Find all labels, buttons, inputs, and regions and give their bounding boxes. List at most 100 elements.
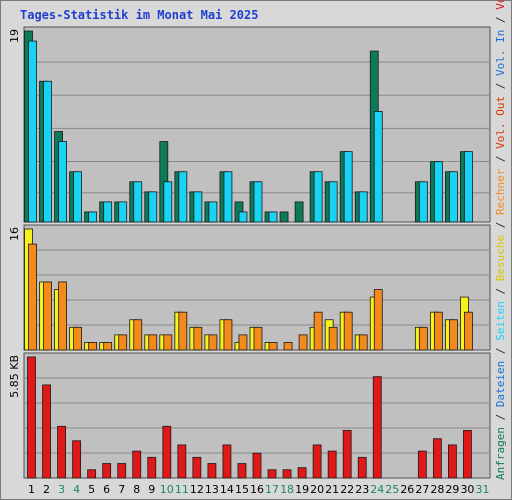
bar-rechner-day-6 [103, 342, 113, 351]
bar-volumen-day-5 [87, 469, 97, 479]
bar-seiten-day-21 [328, 181, 338, 223]
bar-rechner-day-13 [208, 334, 218, 351]
bar-volumen-day-8 [132, 450, 142, 479]
bar-volumen-day-9 [147, 456, 157, 479]
bar-rechner-day-27 [418, 326, 428, 351]
bar-volumen-day-3 [57, 425, 66, 479]
bar-seiten-day-9 [148, 191, 158, 223]
day-label: 15 [235, 483, 249, 496]
bar-volumen-day-11 [177, 444, 187, 479]
day-label: 12 [190, 483, 204, 496]
bar-rechner-day-23 [358, 334, 368, 351]
legend-entry: / [494, 407, 507, 427]
day-label: 25 [385, 483, 399, 496]
day-label: 20 [310, 483, 324, 496]
bar-seiten-day-7 [118, 201, 128, 223]
bar-seiten-day-17 [268, 211, 278, 223]
bar-volumen-day-24 [372, 376, 382, 479]
legend-entry: Anfragen [494, 427, 507, 480]
bar-volumen-day-17 [267, 469, 277, 479]
bar-volumen-day-16 [252, 452, 262, 479]
bar-volumen-day-28 [432, 438, 442, 479]
bar-seiten-day-20 [313, 171, 323, 223]
bar-seiten-day-3 [58, 141, 67, 223]
day-label: 7 [118, 483, 125, 496]
bar-rechner-day-17 [268, 342, 278, 351]
legend-entry: / [494, 149, 507, 169]
bar-rechner-day-29 [449, 319, 458, 351]
day-label: 1 [28, 483, 35, 496]
legend-entry: / [494, 215, 507, 235]
day-label: 17 [265, 483, 279, 496]
bar-rechner-day-30 [464, 311, 473, 351]
bar-seiten-day-15 [238, 211, 248, 223]
bar-volumen-day-20 [312, 444, 322, 479]
bar-volumen-day-22 [342, 430, 352, 479]
day-label: 27 [415, 483, 429, 496]
bar-rechner-day-18 [283, 342, 293, 351]
bar-rechner-day-12 [193, 326, 203, 351]
legend-entry: / [494, 341, 507, 361]
legend-entry: Dateien [494, 361, 507, 407]
ymax-label: 5.85 KB [8, 355, 21, 398]
legend-entry: / [494, 76, 507, 96]
legend-entry: Vol. In [494, 30, 507, 76]
bar-rechner-day-2 [43, 281, 52, 351]
bar-volumen-day-23 [357, 456, 367, 479]
bar-rechner-day-5 [88, 342, 98, 351]
bar-seiten-day-14 [223, 171, 233, 223]
day-label: 28 [430, 483, 444, 496]
legend-entry: Volumen [494, 0, 507, 10]
day-label: 14 [220, 483, 234, 496]
legend-entry: / [494, 281, 507, 301]
bar-seiten-day-2 [43, 80, 52, 223]
bar-anfragen-day-18 [279, 211, 289, 223]
day-label: 3 [58, 483, 65, 496]
bar-seiten-day-8 [133, 181, 143, 223]
bar-volumen-day-4 [72, 440, 82, 479]
day-label: 23 [355, 483, 369, 496]
bar-rechner-day-24 [373, 289, 383, 351]
bar-rechner-day-14 [223, 319, 233, 351]
bar-volumen-day-12 [192, 456, 202, 479]
day-label: 2 [43, 483, 50, 496]
day-label: 5 [88, 483, 95, 496]
bar-rechner-day-4 [73, 326, 83, 351]
bar-seiten-day-23 [358, 191, 368, 223]
bar-seiten-day-1 [28, 40, 37, 223]
bar-rechner-day-9 [148, 334, 158, 351]
day-label: 13 [205, 483, 219, 496]
bar-volumen-day-27 [417, 450, 427, 479]
bar-rechner-day-3 [58, 281, 67, 351]
legend-entry: / [494, 10, 507, 30]
bar-volumen-day-13 [207, 463, 217, 479]
bar-rechner-day-8 [133, 319, 143, 351]
day-label: 30 [460, 483, 474, 496]
bar-volumen-day-18 [282, 469, 292, 479]
bar-seiten-day-29 [449, 171, 458, 223]
bar-rechner-day-11 [178, 311, 188, 351]
day-label: 29 [445, 483, 459, 496]
bar-rechner-day-20 [313, 311, 323, 351]
day-label: 4 [73, 483, 80, 496]
bar-volumen-day-7 [117, 463, 127, 479]
ymax-label: 16 [8, 227, 21, 241]
bar-seiten-day-28 [433, 161, 443, 223]
series-legend: Anfragen / Dateien / Seiten / Besuche / … [494, 0, 507, 480]
bar-seiten-day-27 [418, 181, 428, 223]
day-label: 26 [400, 483, 414, 496]
bar-rechner-day-28 [433, 311, 443, 351]
day-label: 22 [340, 483, 354, 496]
bar-rechner-day-7 [118, 334, 128, 351]
bar-rechner-day-19 [298, 334, 308, 351]
day-label: 24 [370, 483, 384, 496]
day-label: 19 [295, 483, 309, 496]
bar-volumen-day-29 [448, 444, 457, 479]
bar-volumen-day-14 [222, 444, 232, 479]
day-label: 31 [475, 483, 489, 496]
ymax-label: 19 [8, 29, 21, 43]
legend-entry: Vol. Out [494, 96, 507, 149]
bar-seiten-day-12 [193, 191, 203, 223]
bar-seiten-day-5 [88, 211, 98, 223]
